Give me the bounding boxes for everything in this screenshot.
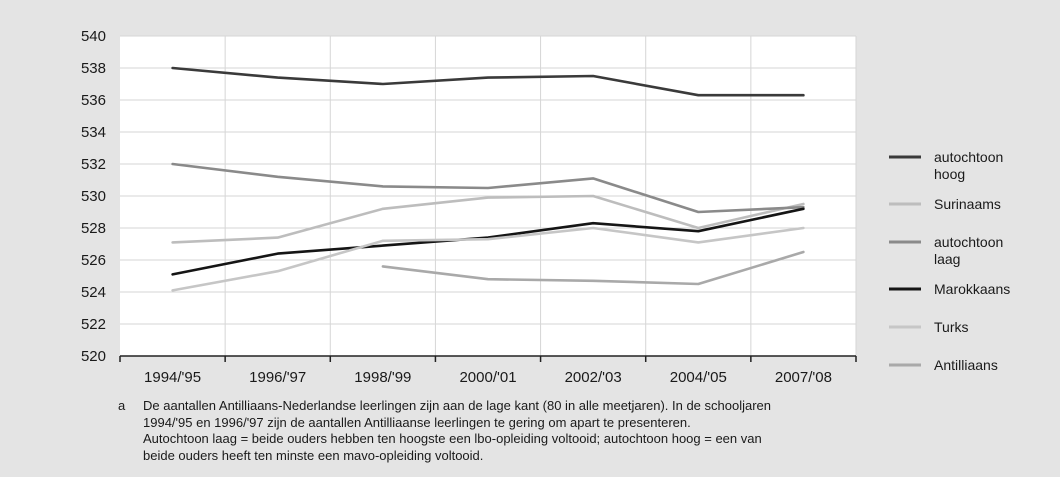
series-line-antilliaans — [381, 250, 805, 286]
series-line-autochtoon-hoog — [171, 66, 805, 97]
x-tick-label: 1996/'97 — [249, 369, 306, 386]
legend-item-surinaams: Surinaams — [889, 196, 1001, 212]
x-tick-label: 1994/'95 — [144, 369, 201, 386]
x-tick-label: 2000/'01 — [459, 369, 516, 386]
legend-label: Turks — [934, 319, 968, 335]
x-tick-label: 2004/'05 — [670, 369, 727, 386]
y-tick-label: 536 — [81, 92, 106, 109]
legend-item-autochtoon-hoog: autochtoon hoog — [889, 149, 1003, 182]
y-tick-label: 532 — [81, 156, 106, 173]
footnote-line: 1994/'95 en 1996/'97 zijn de aantallen A… — [143, 414, 691, 430]
series-line-turks — [171, 226, 805, 292]
series-line-autochtoon-laag — [171, 162, 805, 214]
legend-item-turks: Turks — [889, 319, 968, 335]
footnote-line: De aantallen Antilliaans-Nederlandse lee… — [143, 398, 772, 413]
legend-label: Surinaams — [934, 196, 1001, 212]
y-tick-labels: 520 522 524 526 528 530 532 534 536 538 540 — [81, 28, 106, 365]
y-tick-label: 534 — [81, 124, 106, 141]
legend-label-line: Turks — [934, 319, 968, 335]
y-tick-label: 540 — [81, 28, 106, 45]
x-tick-label: 1998/'99 — [354, 369, 411, 386]
legend-label-line: autochtoon — [934, 149, 1003, 165]
legend-label: Antilliaans — [934, 357, 998, 373]
legend-label-line: Surinaams — [934, 196, 1001, 212]
legend-label: autochtoon laag — [934, 234, 1003, 267]
series-line-surinaams — [171, 194, 805, 244]
y-tick-label: 528 — [81, 220, 106, 237]
legend-label: Marokkaans — [934, 281, 1010, 297]
footnote-line: beide ouders heeft ten minste een mavo-o… — [143, 447, 484, 463]
y-tick-label: 538 — [81, 60, 106, 77]
footnote-line: Autochtoon laag = beide ouders hebben te… — [143, 431, 762, 446]
line-chart: 520 522 524 526 528 530 532 534 536 538 540 1994/'… — [81, 28, 1010, 386]
y-tick-label: 526 — [81, 252, 106, 269]
legend-item-marokkaans: Marokkaans — [889, 281, 1010, 297]
series-line-marokkaans — [171, 207, 805, 276]
axes — [119, 355, 857, 362]
legend-label: autochtoon hoog — [934, 149, 1003, 182]
legend-label-line: hoog — [934, 166, 965, 182]
legend-label-line: Antilliaans — [934, 357, 998, 373]
y-tick-label: 520 — [81, 348, 106, 365]
x-tick-labels: 1994/'95 1996/'97 1998/'99 2000/'01 2002/'03… — [144, 369, 832, 386]
legend-label-line: autochtoon — [934, 234, 1003, 250]
footnote: a De aantallen Antilliaans-Nederlandse l… — [118, 398, 1018, 464]
footnote-marker: a — [118, 398, 126, 413]
legend-label-line: laag — [934, 251, 960, 267]
y-tick-label: 530 — [81, 188, 106, 205]
y-tick-label: 524 — [81, 284, 106, 301]
legend-item-autochtoon-laag: autochtoon laag — [889, 234, 1003, 267]
x-tick-label: 2002/'03 — [565, 369, 622, 386]
legend-label-line: Marokkaans — [934, 281, 1010, 297]
x-tick-label: 2007/'08 — [775, 369, 832, 386]
series-lines — [171, 66, 805, 292]
legend-item-antilliaans: Antilliaans — [889, 357, 998, 373]
y-tick-label: 522 — [81, 316, 106, 333]
